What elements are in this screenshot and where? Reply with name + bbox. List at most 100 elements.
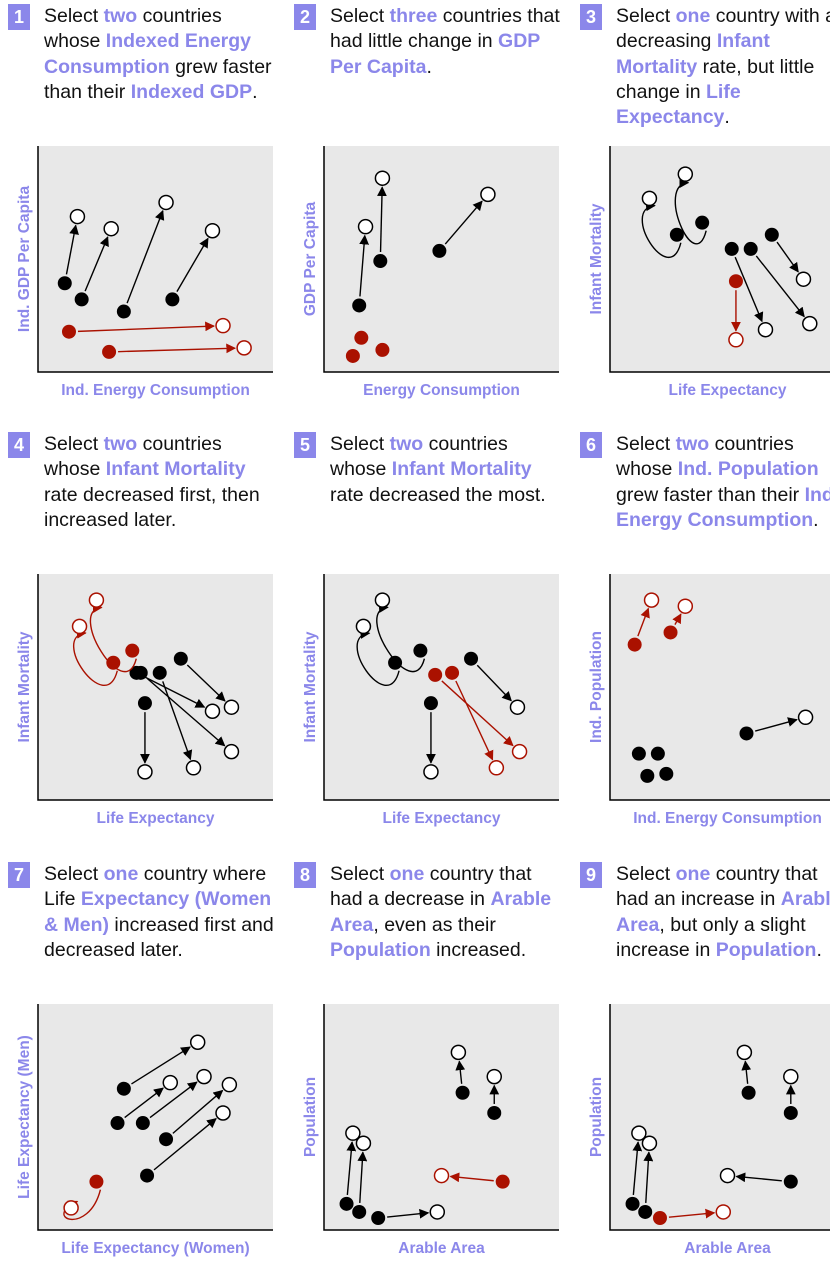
question-keyword: Population bbox=[715, 938, 817, 961]
question-keyword: two bbox=[103, 433, 138, 455]
highlighted-end-point bbox=[488, 760, 505, 776]
question-keyword: Life Expectancy bbox=[616, 80, 741, 129]
end-point bbox=[221, 1076, 238, 1093]
question-keyword: Population bbox=[330, 938, 431, 961]
question-segment: grew faster than their bbox=[44, 55, 272, 103]
question-keyword: Ind. Energy Consumption bbox=[616, 483, 830, 531]
highlighted-start-point bbox=[354, 330, 369, 345]
question-keyword: Indexed GDP bbox=[130, 80, 253, 103]
scatter-plot: Life Expectancy Infant Mortality bbox=[16, 574, 273, 827]
question-number-badge: 8 bbox=[294, 862, 316, 888]
start-point bbox=[625, 1196, 640, 1211]
question-keyword: two bbox=[389, 433, 424, 455]
question-segment: . bbox=[813, 508, 819, 531]
question-keyword: one bbox=[389, 863, 425, 885]
axes bbox=[37, 1004, 273, 1231]
trajectory-arrow bbox=[476, 664, 512, 702]
question-text: Select three countries that had little c… bbox=[330, 4, 566, 80]
scatter-plot: Arable Area Population bbox=[588, 1004, 830, 1257]
question-segment: countries whose bbox=[44, 5, 222, 53]
start-point bbox=[339, 1196, 354, 1211]
task-4: 4 Select two countries whose Infant Morta… bbox=[8, 432, 284, 856]
scatter-plot: Energy Consumption GDP Per Capita bbox=[302, 146, 559, 399]
question-segment: , even as their bbox=[373, 913, 496, 936]
task-6: 6 Select two countries whose Ind. Populat… bbox=[580, 432, 830, 856]
scatter-plot: Arable Area Population bbox=[302, 1004, 559, 1257]
plot-area bbox=[38, 146, 273, 372]
trajectory-arrow bbox=[455, 1060, 466, 1084]
question-keyword: Expectancy (Women & Men) bbox=[44, 888, 272, 936]
task-9: 9 Select one country that had an increase… bbox=[580, 862, 830, 1286]
highlighted-end-point bbox=[677, 598, 694, 614]
question-number-badge: 6 bbox=[580, 432, 602, 458]
start-point bbox=[739, 726, 754, 741]
start-point bbox=[640, 768, 655, 783]
highlighted-start-point bbox=[102, 344, 117, 359]
highlighted-trajectory-arrow bbox=[73, 628, 118, 687]
end-point bbox=[345, 1125, 361, 1141]
question-text: Select one country that had an increase … bbox=[616, 862, 830, 963]
end-point bbox=[162, 1074, 179, 1091]
end-point bbox=[677, 166, 694, 182]
highlighted-start-point bbox=[627, 637, 642, 652]
start-point bbox=[455, 1085, 470, 1100]
question-segment: countries whose bbox=[616, 433, 794, 481]
highlighted-end-point bbox=[215, 317, 231, 334]
question-number-badge: 2 bbox=[294, 4, 316, 30]
start-point bbox=[352, 298, 367, 313]
question-keyword: one bbox=[103, 863, 139, 885]
y-axis-label: Ind. GDP Per Capita bbox=[16, 186, 33, 333]
plot-area bbox=[324, 574, 559, 800]
trajectory-arrow bbox=[124, 1087, 164, 1119]
highlighted-end-point bbox=[728, 332, 744, 348]
end-point bbox=[355, 1135, 372, 1152]
end-point bbox=[480, 186, 496, 203]
end-point bbox=[719, 1167, 736, 1184]
scatter-plot: Ind. Energy Consumption Ind. GDP Per Capi… bbox=[16, 146, 273, 399]
highlighted-trajectory-arrow bbox=[449, 1172, 494, 1183]
question-segment: . bbox=[426, 55, 432, 78]
question-text: Select two countries whose Ind. Populati… bbox=[616, 432, 830, 533]
highlighted-trajectory-arrow bbox=[455, 680, 494, 761]
start-point bbox=[133, 665, 148, 680]
plot-area bbox=[610, 1004, 830, 1230]
question-segment: . bbox=[724, 106, 730, 129]
question-keyword: Infant Mortality bbox=[391, 458, 532, 481]
start-point bbox=[140, 1168, 155, 1183]
start-point bbox=[764, 227, 779, 242]
start-point bbox=[110, 1116, 125, 1131]
x-axis-label: Ind. Energy Consumption bbox=[633, 810, 822, 827]
y-axis-label: Infant Mortality bbox=[302, 631, 319, 742]
question-segment: Select bbox=[616, 863, 676, 885]
scatter-plot: Life Expectancy (Women) Life Expectancy (… bbox=[16, 1004, 273, 1257]
question-segment: Select bbox=[330, 863, 390, 885]
question-segment: . bbox=[252, 80, 258, 103]
end-point bbox=[795, 271, 812, 287]
highlighted-trajectory-arrow bbox=[118, 343, 237, 354]
end-point bbox=[196, 1068, 212, 1085]
trajectory-arrow bbox=[186, 664, 226, 702]
trajectory-arrow bbox=[172, 1089, 224, 1134]
start-point bbox=[669, 227, 684, 242]
question-segment: Select bbox=[330, 5, 390, 27]
start-point bbox=[659, 766, 674, 781]
question-keyword: one bbox=[675, 863, 711, 885]
highlighted-trajectory-arrow bbox=[637, 607, 650, 637]
question-segment: country that had a decrease in bbox=[330, 863, 532, 911]
end-point bbox=[374, 592, 391, 608]
trajectory-arrow bbox=[641, 201, 682, 259]
axes bbox=[37, 574, 273, 801]
axes bbox=[323, 146, 559, 373]
trajectory-arrow bbox=[735, 1172, 782, 1183]
highlighted-trajectory-arrow bbox=[89, 603, 137, 673]
question-number-badge: 9 bbox=[580, 862, 602, 888]
question-keyword: Ind. Population bbox=[677, 458, 819, 481]
start-point bbox=[487, 1105, 502, 1120]
trajectory-arrow bbox=[674, 178, 707, 245]
end-point bbox=[486, 1068, 502, 1085]
x-axis-label: Life Expectancy bbox=[96, 810, 214, 827]
task-1: 1 Select two countries whose Indexed Ener… bbox=[8, 4, 284, 428]
highlighted-end-point bbox=[236, 340, 252, 356]
trajectory-arrow bbox=[755, 255, 805, 318]
question-segment: Select bbox=[44, 433, 104, 455]
